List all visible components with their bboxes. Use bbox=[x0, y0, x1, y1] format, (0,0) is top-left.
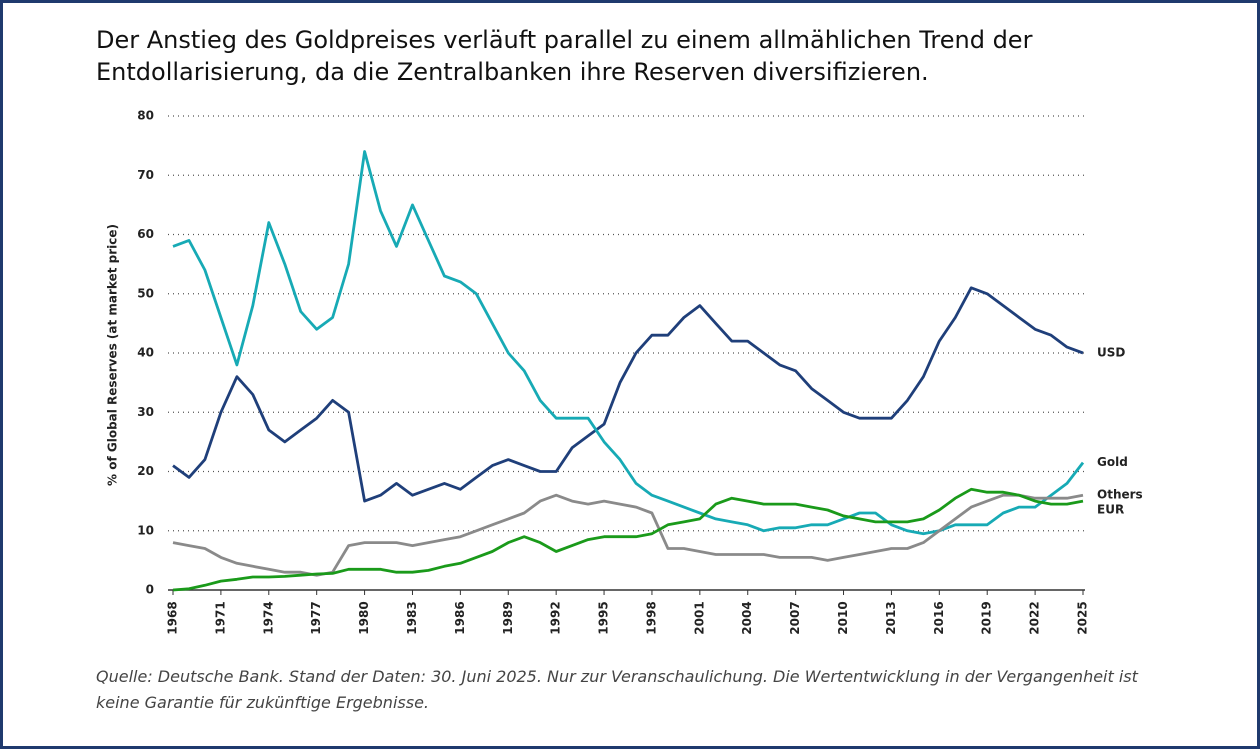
y-axis-label: % of Global Reserves (at market price) bbox=[106, 224, 120, 486]
x-tick-label: 1983 bbox=[405, 601, 419, 634]
x-tick-label: 1992 bbox=[549, 601, 563, 634]
x-tick-label: 2010 bbox=[836, 601, 850, 634]
y-tick-label: 30 bbox=[137, 405, 154, 419]
x-tick-label: 2001 bbox=[692, 601, 706, 634]
chart: % of Global Reserves (at market price) 0… bbox=[106, 109, 1143, 635]
series-label: Gold bbox=[1097, 455, 1128, 469]
x-tick-label: 1986 bbox=[453, 601, 467, 634]
x-tick-label: 2016 bbox=[932, 601, 946, 634]
y-tick-label: 20 bbox=[137, 464, 154, 478]
x-tick-label: 2025 bbox=[1076, 601, 1090, 634]
x-tick-label: 2019 bbox=[980, 601, 994, 634]
series-line bbox=[172, 493, 1084, 577]
x-tick-label: 1977 bbox=[309, 601, 323, 634]
x-tick-label: 1968 bbox=[166, 601, 180, 634]
x-tick-label: 1980 bbox=[357, 601, 371, 634]
y-tick-label: 10 bbox=[137, 523, 154, 537]
series-label: USD bbox=[1097, 346, 1125, 360]
x-tick-label: 1989 bbox=[501, 601, 515, 634]
y-tick-label: 50 bbox=[137, 286, 154, 300]
y-tick-label: 40 bbox=[137, 346, 154, 360]
x-tick-label: 1971 bbox=[213, 601, 227, 634]
x-tick-label: 1995 bbox=[597, 601, 611, 634]
x-tick-label: 2022 bbox=[1028, 601, 1042, 634]
x-tick-label: 2013 bbox=[884, 601, 898, 634]
y-tick-label: 80 bbox=[137, 109, 154, 123]
y-tick-label: 0 bbox=[146, 583, 154, 597]
series-label: Others bbox=[1097, 488, 1143, 502]
series-label: EUR bbox=[1097, 503, 1124, 517]
source-note: Quelle: Deutsche Bank. Stand der Daten: … bbox=[96, 667, 1138, 712]
chart-title: Der Anstieg des Goldpreises verläuft par… bbox=[96, 26, 1033, 86]
series-line bbox=[172, 150, 1085, 536]
x-tick-label: 2007 bbox=[788, 601, 802, 634]
y-tick-label: 70 bbox=[137, 168, 154, 182]
series-line bbox=[172, 286, 1084, 503]
y-tick-label: 60 bbox=[137, 227, 154, 241]
x-tick-label: 1974 bbox=[261, 601, 275, 634]
series-line bbox=[172, 487, 1084, 592]
x-tick-label: 2004 bbox=[740, 601, 754, 634]
x-tick-label: 1998 bbox=[644, 601, 658, 634]
